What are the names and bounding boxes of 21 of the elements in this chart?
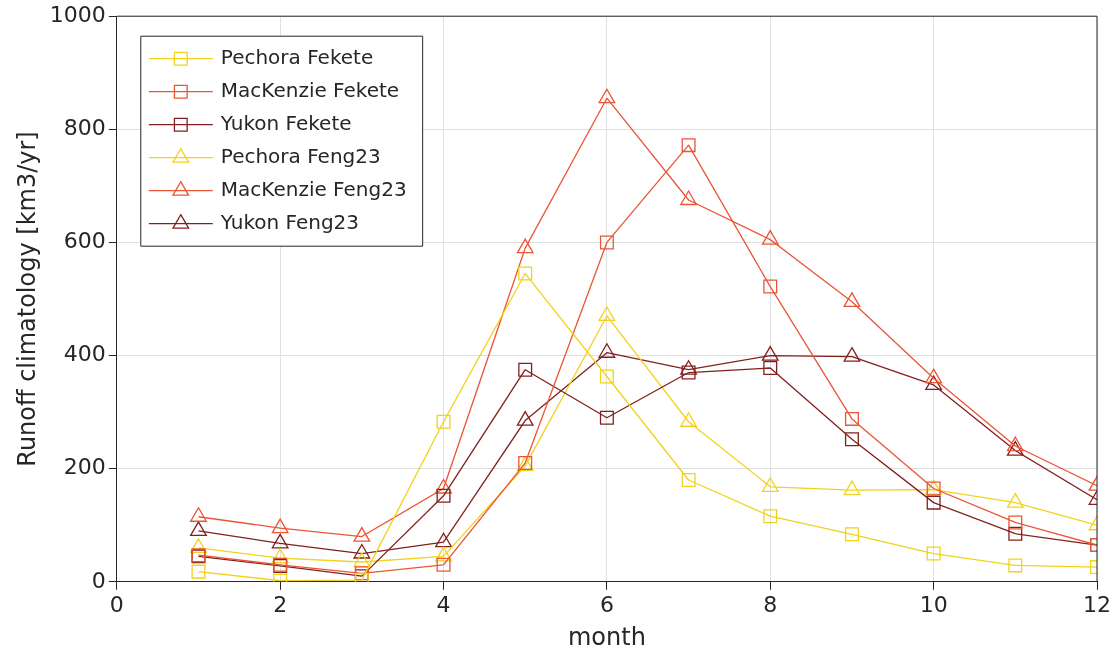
y-tick-label: 800 <box>63 115 106 141</box>
legend-label: Yukon Fekete <box>219 110 352 135</box>
legend-label: MacKenzie Fekete <box>220 77 400 102</box>
legend-label: Yukon Feng23 <box>219 209 360 234</box>
y-tick-label: 400 <box>63 341 106 367</box>
x-tick-label: 2 <box>273 591 288 617</box>
y-tick-label: 200 <box>63 454 106 480</box>
x-tick-label: 8 <box>763 591 778 617</box>
x-axis-title: month <box>567 622 646 651</box>
x-tick-label: 0 <box>109 591 124 617</box>
x-tick-label: 6 <box>599 591 614 617</box>
y-tick-label: 1000 <box>49 1 106 27</box>
x-tick-label: 12 <box>1083 591 1111 617</box>
x-tick-label: 4 <box>436 591 451 617</box>
y-tick-label: 600 <box>63 228 106 254</box>
legend-label: Pechora Feng23 <box>220 143 381 168</box>
legend-label: Pechora Fekete <box>220 44 374 69</box>
y-axis-title: Runoff climatology [km3/yr] <box>12 131 41 467</box>
y-tick-label: 0 <box>91 567 106 593</box>
x-tick-label: 10 <box>919 591 948 617</box>
legend-label: MacKenzie Feng23 <box>220 176 407 201</box>
